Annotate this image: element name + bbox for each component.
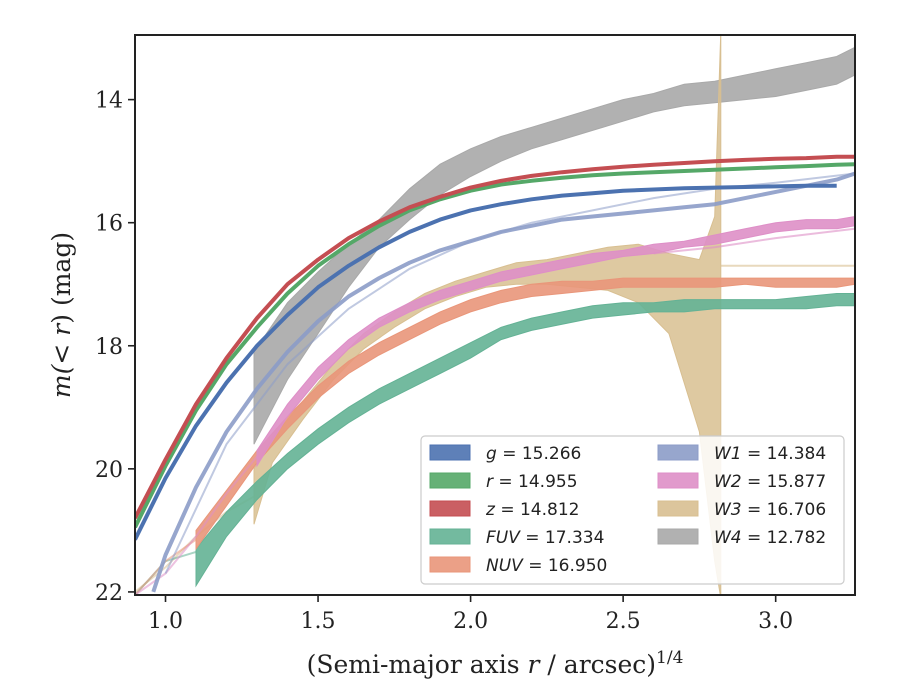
- y-tick-label: 16: [95, 212, 123, 237]
- y-axis-label: m(< r) (mag): [47, 232, 76, 398]
- series-w2-tail-line: [653, 227, 855, 255]
- series-w1-line: [151, 171, 855, 593]
- series-r-line: [135, 162, 855, 529]
- y-tick-label: 22: [95, 581, 123, 606]
- series-fuv-band: [195, 293, 855, 588]
- x-tick-label: 3.0: [758, 609, 793, 634]
- plot-frame: [134, 34, 856, 596]
- y-axis-ticks: 14 16 18 20 22: [95, 89, 135, 606]
- legend-swatch-fuv: [429, 528, 471, 545]
- y-tick-label: 20: [95, 458, 123, 483]
- x-tick-label: 1.0: [148, 609, 183, 634]
- y-tick-label: 18: [95, 335, 123, 360]
- series-nuv-band: [195, 277, 855, 551]
- x-axis-label: (Semi-major axis r / arcsec)1/4: [307, 648, 684, 679]
- legend-label-w2: W2 = 15.877: [714, 472, 826, 492]
- legend-swatch-w4: [657, 528, 699, 545]
- legend-box: [420, 435, 845, 585]
- legend-label-z: z = 14.812: [485, 500, 579, 520]
- legend-swatch-g: [429, 444, 471, 461]
- legend-swatch-w1: [657, 444, 699, 461]
- legend-swatch-w2: [657, 472, 699, 489]
- legend-swatch-w3: [657, 500, 699, 517]
- legend-label-w4: W4 = 12.782: [714, 528, 826, 548]
- legend-label-r: r = 14.955: [486, 472, 578, 492]
- legend-label-nuv: NUV = 16.950: [486, 556, 607, 576]
- legend-label-fuv: FUV = 17.334: [486, 528, 604, 548]
- x-tick-label: 2.0: [453, 609, 488, 634]
- legend-label-w3: W3 = 16.706: [714, 500, 826, 520]
- series-layer: [135, 35, 855, 595]
- legend-swatch-z: [429, 500, 471, 517]
- x-axis-ticks: 1.0 1.5 2.0 2.5 3.0: [148, 595, 793, 634]
- legend-swatch-nuv: [429, 556, 471, 573]
- series-g-line: [135, 183, 837, 541]
- y-tick-label: 14: [95, 89, 123, 114]
- x-tick-label: 2.5: [606, 609, 641, 634]
- legend: g = 15.266 r = 14.955 z = 14.812 FUV = 17.3…: [420, 435, 845, 585]
- legend-label-w1: W1 = 14.384: [714, 444, 826, 464]
- legend-label-g: g = 15.266: [486, 444, 581, 464]
- series-z-line: [135, 154, 855, 520]
- legend-swatch-r: [429, 472, 471, 489]
- series-w2-band: [256, 215, 855, 468]
- series-w3-band: [253, 35, 722, 595]
- x-tick-label: 1.5: [301, 609, 336, 634]
